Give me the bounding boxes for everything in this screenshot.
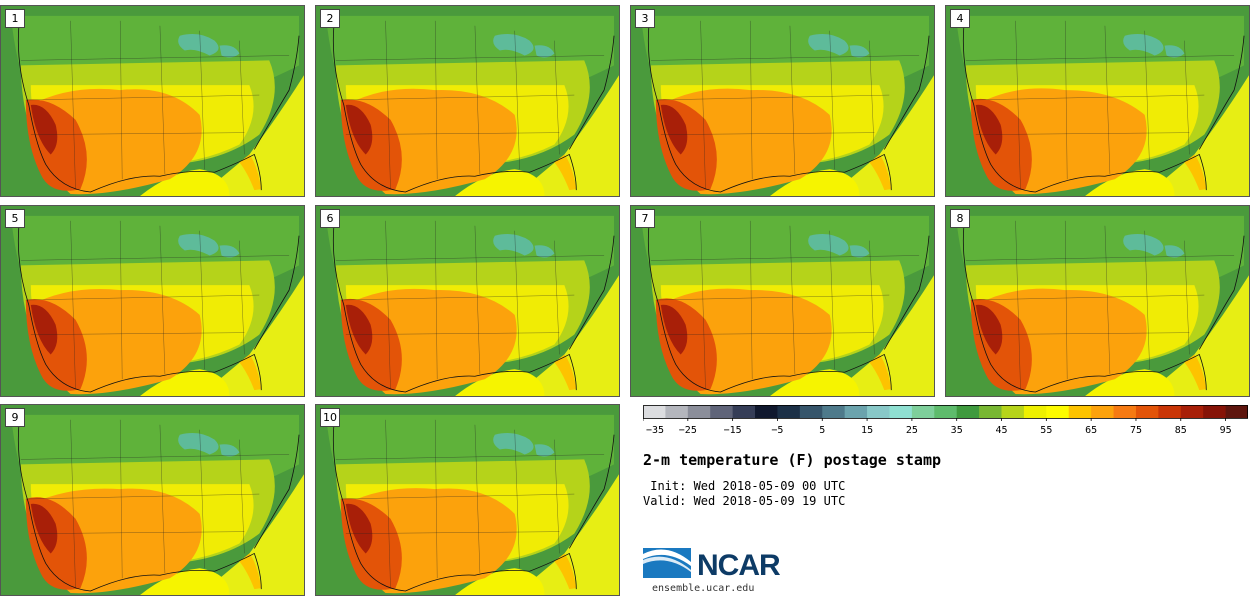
colorbar-swatch xyxy=(1001,405,1025,418)
colorbar-swatch xyxy=(687,405,711,418)
temperature-map xyxy=(631,206,934,396)
ncar-logo-icon xyxy=(643,548,691,578)
member-panel-5[interactable]: 5 xyxy=(0,205,305,397)
member-label: 5 xyxy=(5,209,25,228)
colorbar-tick-label: 15 xyxy=(861,425,873,436)
member-panel-8[interactable]: 8 xyxy=(945,205,1250,397)
colorbar-swatch xyxy=(934,405,958,418)
member-panel-10[interactable]: 10 xyxy=(315,404,620,596)
colorbar-swatch xyxy=(822,405,846,418)
member-label: 2 xyxy=(320,9,340,28)
colorbar-swatch xyxy=(1180,405,1204,418)
colorbar-tick-label: 75 xyxy=(1130,425,1142,436)
colorbar-tick-label: 25 xyxy=(906,425,918,436)
valid-time: Valid: Wed 2018-05-09 19 UTC xyxy=(643,494,846,508)
colorbar-swatch xyxy=(979,405,1003,418)
colorbar-swatch xyxy=(710,405,734,418)
colorbar-swatch xyxy=(1225,405,1248,418)
colorbar-swatch xyxy=(732,405,756,418)
member-label: 9 xyxy=(5,408,25,427)
colorbar-swatch xyxy=(844,405,868,418)
colorbar-swatch xyxy=(1068,405,1092,418)
colorbar-swatch xyxy=(1113,405,1137,418)
member-panel-2[interactable]: 2 xyxy=(315,5,620,197)
colorbar-tick-label: 5 xyxy=(819,425,825,436)
colorbar-tick-label: −5 xyxy=(771,425,783,436)
colorbar-swatch xyxy=(799,405,823,418)
temperature-map xyxy=(1,6,304,196)
member-panel-4[interactable]: 4 xyxy=(945,5,1250,197)
temperature-map xyxy=(316,405,619,595)
colorbar-swatch xyxy=(1046,405,1070,418)
temperature-map xyxy=(1,206,304,396)
member-label: 8 xyxy=(950,209,970,228)
member-label: 6 xyxy=(320,209,340,228)
colorbar-swatch xyxy=(911,405,935,418)
colorbar-swatch xyxy=(956,405,980,418)
ncar-logo-text: NCAR xyxy=(697,549,781,582)
colorbar-swatch xyxy=(777,405,801,418)
chart-title: 2-m temperature (F) postage stamp xyxy=(643,451,942,469)
member-panel-9[interactable]: 9 xyxy=(0,404,305,596)
colorbar-tick-label: −35 xyxy=(646,425,664,436)
member-label: 4 xyxy=(950,9,970,28)
colorbar-tick-label: 95 xyxy=(1220,425,1232,436)
temperature-colorbar: −35−25−15−55152535455565758595105115 xyxy=(643,405,1248,436)
temperature-map xyxy=(1,405,304,595)
colorbar-swatch xyxy=(1203,405,1227,418)
member-label: 10 xyxy=(320,408,340,427)
colorbar-tick-label: 45 xyxy=(995,425,1007,436)
member-panel-3[interactable]: 3 xyxy=(630,5,935,197)
colorbar-tick-label: 85 xyxy=(1175,425,1187,436)
colorbar-tick-label: 65 xyxy=(1085,425,1097,436)
init-time: Init: Wed 2018-05-09 00 UTC xyxy=(643,479,846,493)
temperature-map xyxy=(316,206,619,396)
colorbar-tick-label: 35 xyxy=(951,425,963,436)
colorbar-swatch xyxy=(889,405,913,418)
colorbar-tick-label: 55 xyxy=(1040,425,1052,436)
temperature-map xyxy=(946,206,1249,396)
colorbar-swatch xyxy=(1135,405,1159,418)
temperature-map xyxy=(946,6,1249,196)
colorbar-swatch xyxy=(1023,405,1047,418)
member-label: 1 xyxy=(5,9,25,28)
colorbar-swatch xyxy=(867,405,890,418)
colorbar-swatch xyxy=(1158,405,1182,418)
member-label: 7 xyxy=(635,209,655,228)
temperature-map xyxy=(631,6,934,196)
colorbar-swatch xyxy=(665,405,689,418)
colorbar-tick-label: −25 xyxy=(679,425,697,436)
member-label: 3 xyxy=(635,9,655,28)
colorbar-swatch xyxy=(755,405,778,418)
member-panel-6[interactable]: 6 xyxy=(315,205,620,397)
temperature-map xyxy=(316,6,619,196)
site-url: ensemble.ucar.edu xyxy=(652,583,755,594)
colorbar-swatch xyxy=(1091,405,1115,418)
member-panel-1[interactable]: 1 xyxy=(0,5,305,197)
member-panel-7[interactable]: 7 xyxy=(630,205,935,397)
colorbar-tick-label: −15 xyxy=(724,425,742,436)
colorbar-swatch xyxy=(643,405,666,418)
